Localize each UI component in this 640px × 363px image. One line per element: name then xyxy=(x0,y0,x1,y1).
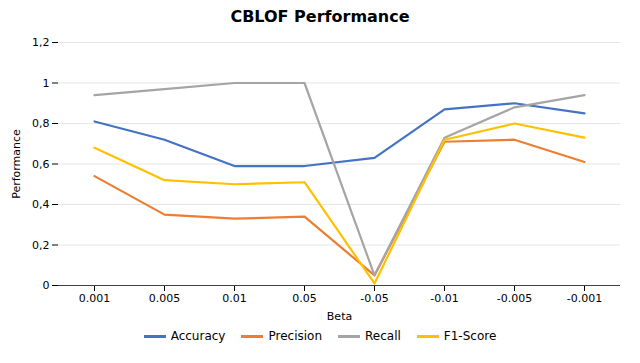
svg-text:0.05: 0.05 xyxy=(292,292,317,305)
html-text:CBLOF Performance: CBLOF Performance xyxy=(230,7,410,26)
svg-text:-0.005: -0.005 xyxy=(497,292,532,305)
svg-text:0,6: 0,6 xyxy=(32,158,50,171)
svg-text:1,2: 1,2 xyxy=(32,36,50,49)
svg-text:Beta: Beta xyxy=(327,310,352,323)
svg-text:0,2: 0,2 xyxy=(32,239,50,252)
html-text:Precision: Precision xyxy=(268,329,322,343)
svg-text:Performance: Performance xyxy=(10,129,23,199)
svg-text:-0.01: -0.01 xyxy=(430,292,458,305)
svg-text:0.01: 0.01 xyxy=(222,292,247,305)
html-text:Recall: Recall xyxy=(365,329,401,343)
html-text:Accuracy: Accuracy xyxy=(170,329,226,343)
svg-text:0,4: 0,4 xyxy=(32,198,50,211)
svg-text:1: 1 xyxy=(43,77,50,90)
svg-text:0.005: 0.005 xyxy=(149,292,181,305)
svg-text:0.001: 0.001 xyxy=(79,292,111,305)
html-text:F1-Score: F1-Score xyxy=(443,329,497,343)
svg-text:0,8: 0,8 xyxy=(32,117,50,130)
svg-text:-0.05: -0.05 xyxy=(360,292,388,305)
svg-text:0: 0 xyxy=(43,279,50,292)
svg-text:-0.001: -0.001 xyxy=(567,292,602,305)
